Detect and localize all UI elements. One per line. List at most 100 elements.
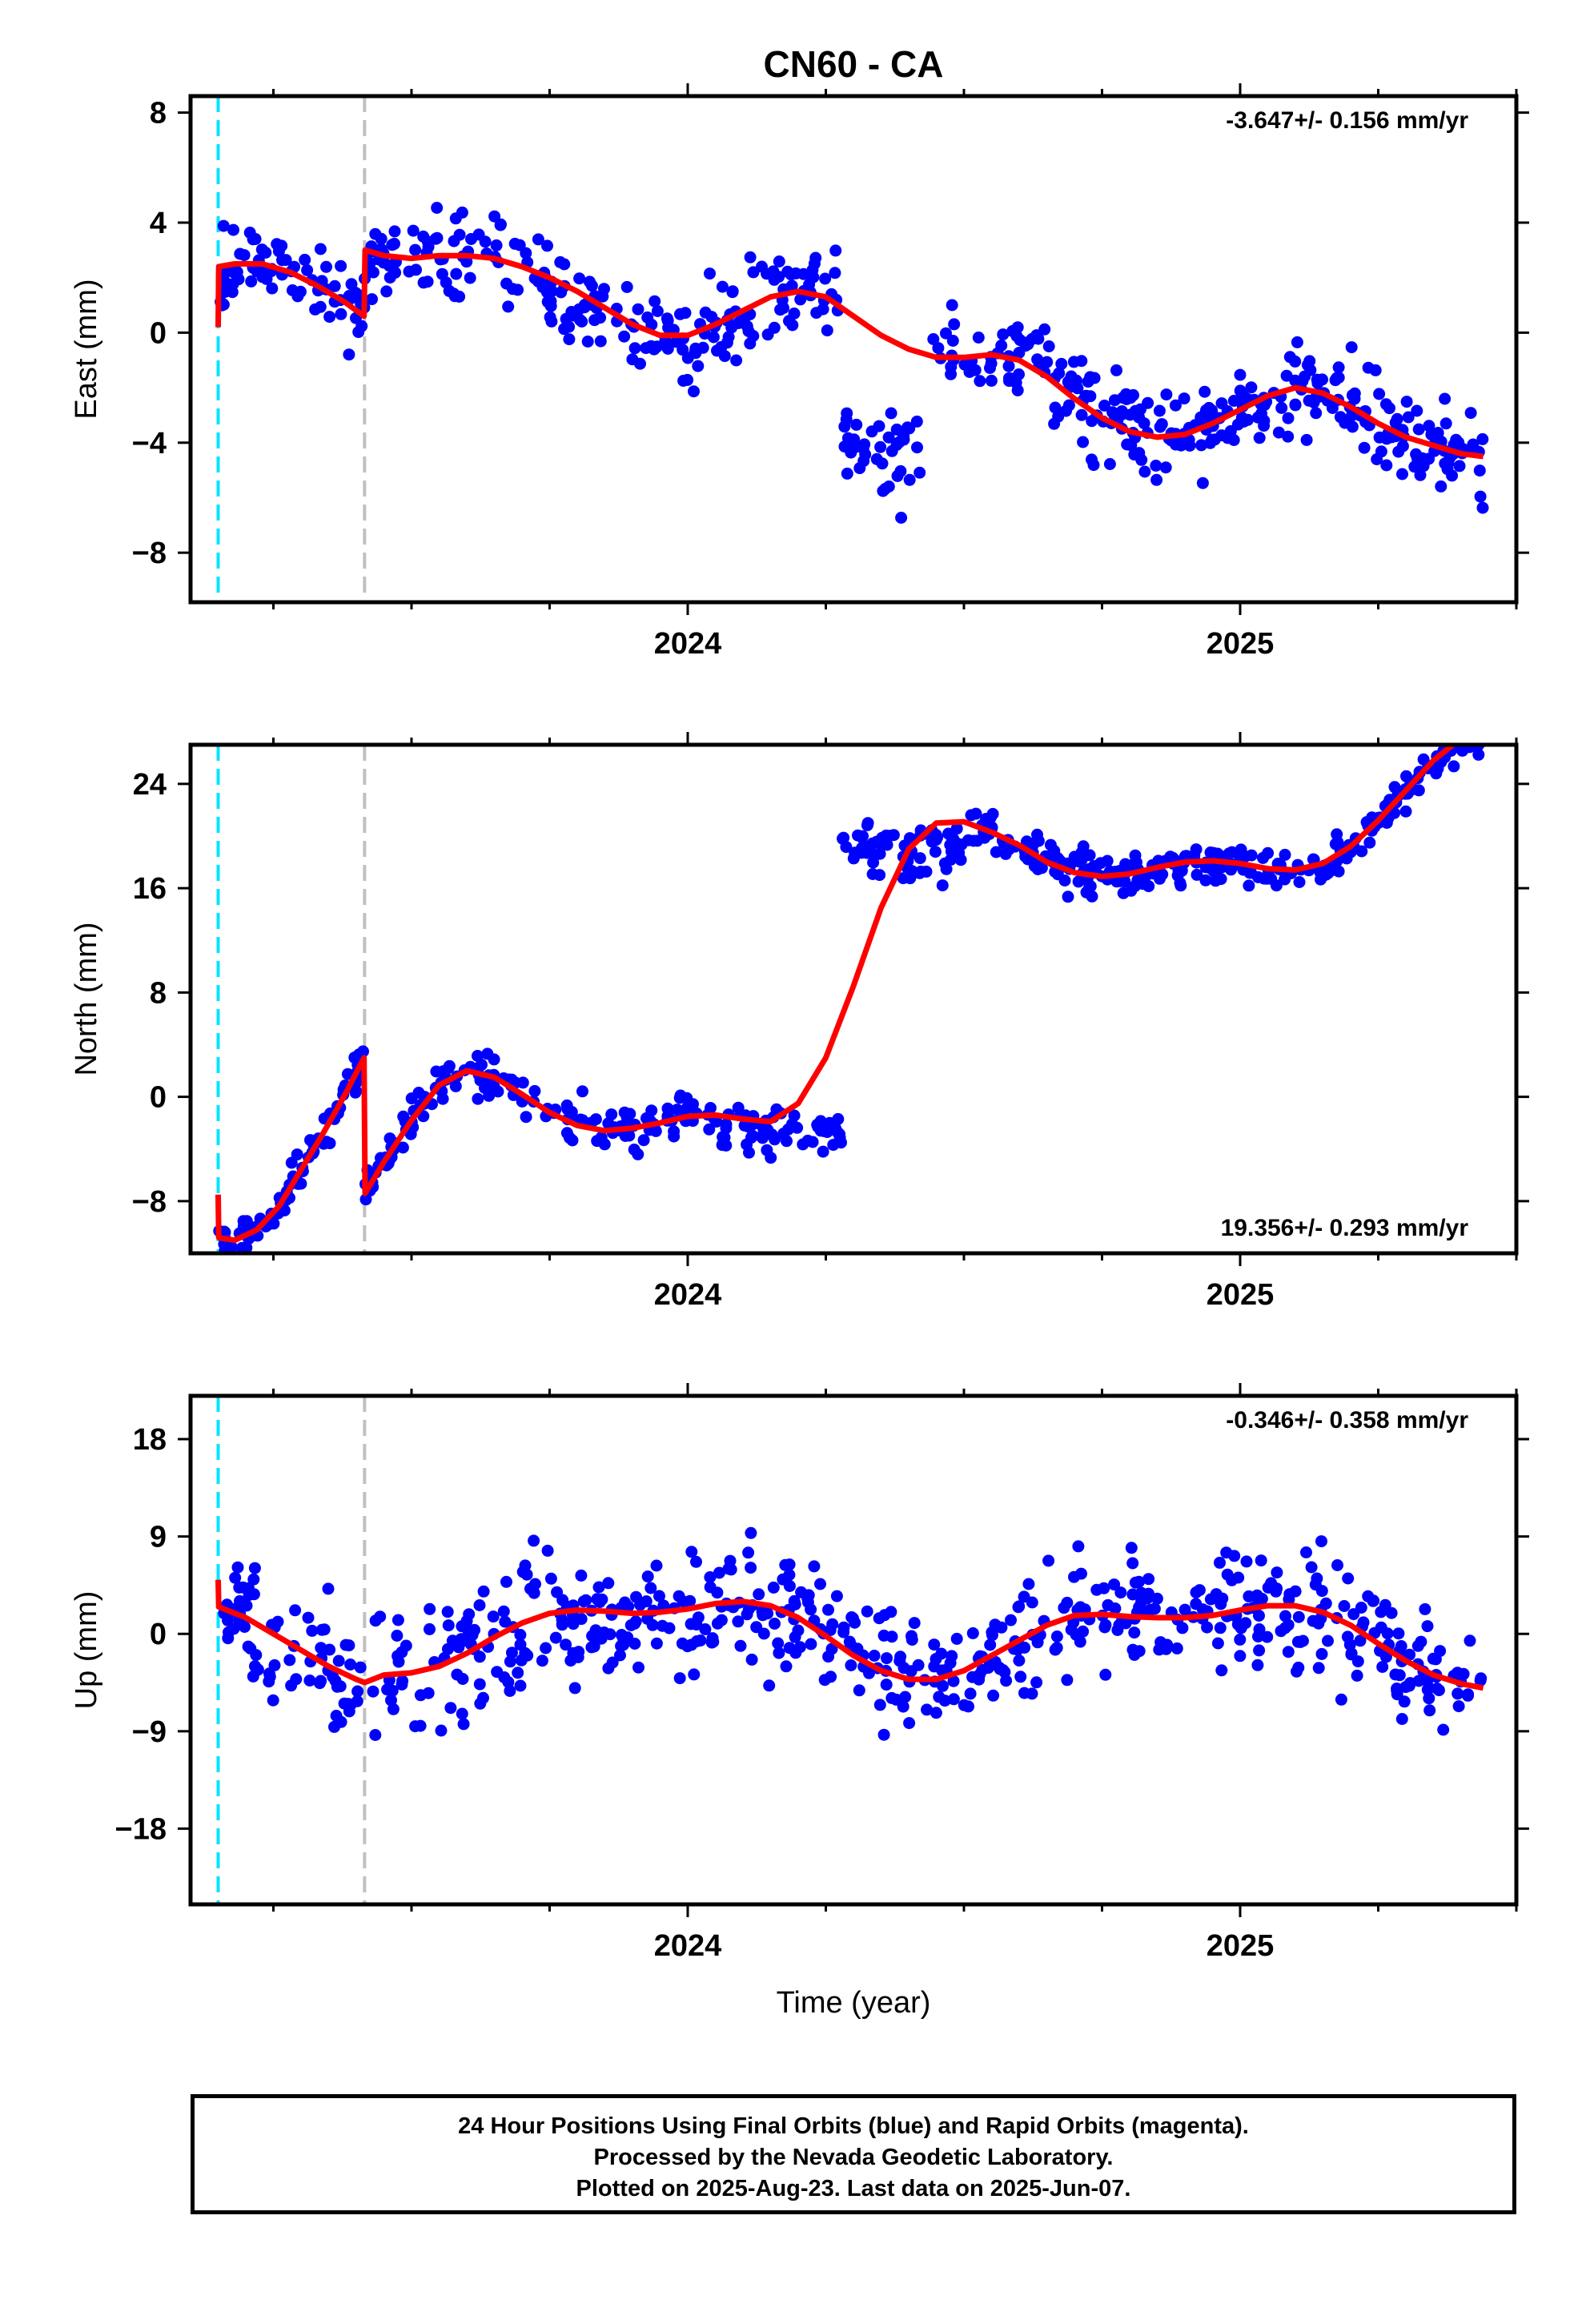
data-point bbox=[540, 1642, 552, 1655]
data-point bbox=[452, 1641, 465, 1654]
data-point bbox=[1204, 436, 1217, 449]
data-point bbox=[1141, 1592, 1154, 1605]
data-point bbox=[1383, 402, 1395, 415]
data-point bbox=[1293, 876, 1306, 888]
data-point bbox=[1449, 732, 1461, 744]
data-point bbox=[606, 1656, 619, 1669]
data-point bbox=[786, 1118, 798, 1131]
data-point bbox=[785, 268, 797, 281]
data-point bbox=[1261, 1630, 1274, 1643]
data-point bbox=[1098, 400, 1110, 412]
data-point bbox=[704, 267, 716, 280]
data-point bbox=[239, 1621, 251, 1633]
data-point bbox=[840, 841, 853, 854]
data-point bbox=[1002, 360, 1015, 372]
data-point bbox=[464, 271, 476, 284]
y-tick-label: 4 bbox=[150, 207, 167, 240]
data-point bbox=[861, 819, 873, 831]
data-point bbox=[1013, 1655, 1026, 1667]
data-point bbox=[520, 1568, 533, 1581]
data-point bbox=[908, 1617, 921, 1630]
data-point bbox=[1289, 398, 1302, 411]
data-point bbox=[1030, 1676, 1043, 1689]
data-point bbox=[717, 1131, 729, 1144]
data-point bbox=[515, 1654, 528, 1667]
x-tick-label: 2025 bbox=[1207, 627, 1275, 661]
data-point bbox=[421, 235, 434, 248]
data-point bbox=[474, 1697, 487, 1710]
data-point bbox=[1156, 868, 1169, 881]
data-point bbox=[1242, 413, 1255, 426]
data-point bbox=[1011, 384, 1024, 396]
data-point bbox=[1031, 828, 1043, 841]
data-point bbox=[1335, 1693, 1347, 1706]
data-point bbox=[410, 263, 422, 276]
data-point bbox=[772, 1637, 785, 1650]
data-point bbox=[1234, 384, 1247, 397]
model-curve bbox=[215, 745, 1458, 1244]
data-point bbox=[741, 1608, 753, 1621]
data-point bbox=[596, 290, 609, 303]
data-point bbox=[985, 374, 998, 387]
y-axis-label: East (mm) bbox=[70, 279, 103, 419]
data-point bbox=[704, 1571, 717, 1583]
data-point bbox=[591, 1135, 604, 1148]
data-point bbox=[745, 1526, 757, 1539]
data-point bbox=[396, 1646, 408, 1659]
data-point bbox=[1412, 423, 1425, 436]
data-point bbox=[962, 1700, 974, 1713]
footer-line-3: Plotted on 2025-Aug-23. Last data on 202… bbox=[576, 2176, 1131, 2201]
data-point bbox=[984, 1638, 997, 1651]
data-point bbox=[1371, 453, 1383, 465]
data-point bbox=[789, 1630, 801, 1643]
data-point bbox=[1253, 1623, 1266, 1635]
data-point bbox=[824, 1624, 837, 1636]
data-point bbox=[267, 1694, 279, 1707]
data-point bbox=[453, 290, 466, 303]
data-point bbox=[1220, 1546, 1233, 1559]
data-point bbox=[640, 1595, 652, 1608]
panel-frame bbox=[188, 94, 1519, 605]
data-point bbox=[227, 223, 239, 236]
data-point bbox=[490, 239, 503, 251]
panel-frame bbox=[188, 1393, 1519, 1907]
data-point bbox=[810, 307, 823, 320]
data-point bbox=[1108, 1578, 1121, 1591]
data-point bbox=[240, 1215, 253, 1228]
data-point bbox=[1380, 459, 1393, 472]
data-point bbox=[573, 272, 586, 285]
data-point bbox=[481, 1047, 494, 1060]
data-point bbox=[1376, 1661, 1389, 1673]
data-point bbox=[640, 342, 652, 355]
data-point bbox=[850, 418, 863, 431]
data-point bbox=[516, 1076, 529, 1089]
data-point bbox=[1062, 891, 1074, 903]
data-point bbox=[928, 1638, 941, 1651]
data-point bbox=[873, 1699, 886, 1711]
x-tick-label: 2024 bbox=[654, 627, 722, 661]
data-point bbox=[1234, 368, 1247, 381]
data-point bbox=[1133, 411, 1146, 424]
data-point bbox=[344, 1659, 357, 1671]
footer-line-1: 24 Hour Positions Using Final Orbits (bl… bbox=[458, 2113, 1249, 2139]
data-point bbox=[932, 342, 945, 355]
data-point bbox=[732, 1101, 745, 1114]
data-point bbox=[315, 1642, 327, 1655]
data-point bbox=[1332, 372, 1345, 384]
data-point bbox=[853, 1684, 865, 1697]
data-point bbox=[443, 284, 456, 297]
data-point bbox=[976, 1663, 989, 1676]
data-point bbox=[1038, 323, 1051, 336]
data-point bbox=[1282, 430, 1295, 443]
data-point bbox=[1191, 868, 1203, 881]
data-point bbox=[396, 1679, 408, 1691]
panel-north: −8 0 8 16 24 2024 2025 19.356+/- 0.293 mm/yr Nor… bbox=[70, 732, 1529, 1312]
data-point bbox=[259, 247, 272, 259]
data-point bbox=[1392, 1627, 1405, 1640]
data-point bbox=[1232, 1571, 1245, 1584]
data-points bbox=[215, 202, 1489, 524]
data-point bbox=[1201, 1621, 1214, 1634]
data-point bbox=[231, 266, 243, 278]
data-point bbox=[783, 1569, 796, 1581]
data-point bbox=[1018, 1641, 1031, 1654]
